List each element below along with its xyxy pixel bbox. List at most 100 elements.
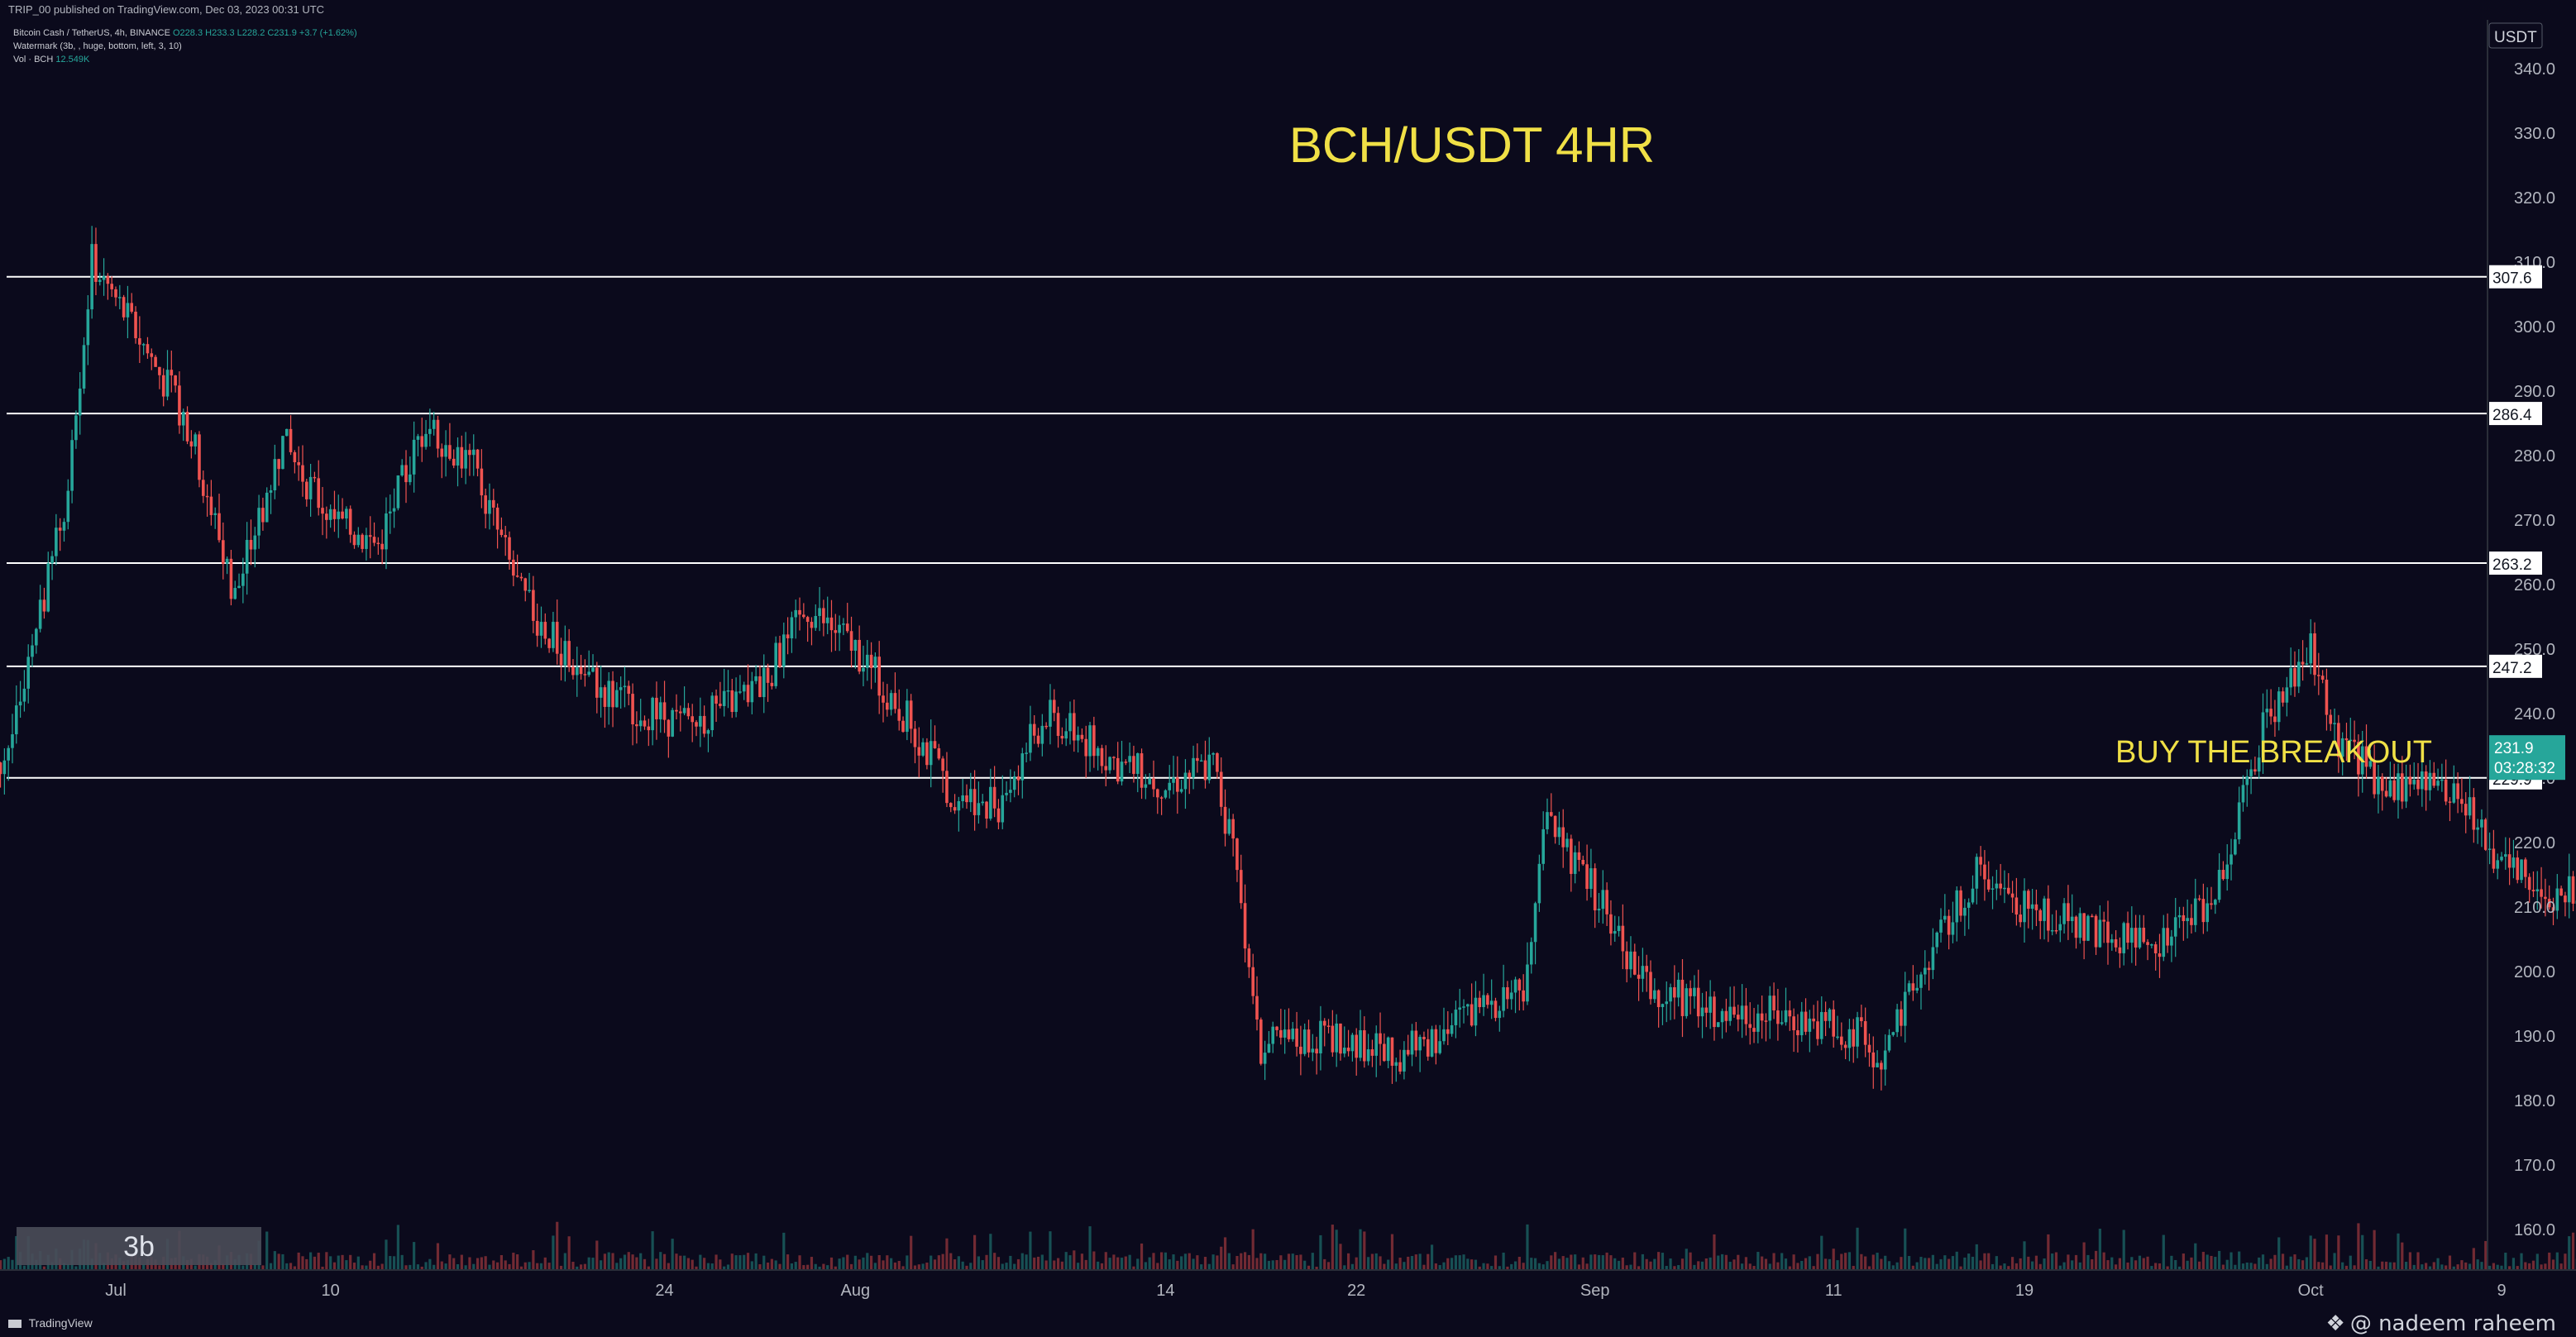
time-axis[interactable]: Jul1024Aug1422Sep1119Oct923Nov1321Dec111… xyxy=(0,1269,2576,1300)
candle-body xyxy=(1239,870,1243,904)
candle-body xyxy=(1959,890,1962,916)
volume-bar xyxy=(1533,1258,1537,1270)
volume-bar xyxy=(1689,1252,1692,1270)
volume-bar xyxy=(1665,1265,1668,1270)
candle-body xyxy=(1398,1062,1402,1072)
candle-body xyxy=(2206,903,2209,923)
volume-bar xyxy=(1319,1234,1322,1270)
candle-body xyxy=(74,415,78,441)
candle-body xyxy=(1919,974,1923,988)
volume-bar xyxy=(2432,1262,2435,1270)
currency-box[interactable] xyxy=(2488,22,2543,49)
publisher-bar: TRIP_00 published on TradingView.com, De… xyxy=(0,0,2576,20)
candle-body xyxy=(122,297,126,318)
candle-body xyxy=(158,366,161,375)
volume-bar xyxy=(409,1264,412,1270)
volume-bar xyxy=(2524,1262,2527,1270)
volume-bar xyxy=(1196,1255,1199,1270)
candle-body xyxy=(1020,753,1025,781)
volume-bar xyxy=(639,1253,643,1270)
legend-symbol-row[interactable]: Bitcoin Cash / TetherUS, 4h, BINANCE O22… xyxy=(13,26,357,40)
candle-body xyxy=(1148,778,1151,785)
volume-bar xyxy=(2368,1260,2372,1270)
candle-body xyxy=(1935,932,1939,948)
candle-body xyxy=(1219,771,1223,807)
candle-body xyxy=(623,685,627,688)
candle-body xyxy=(409,474,412,483)
volume-bar xyxy=(1427,1253,1430,1270)
candle-body xyxy=(18,701,22,706)
volume-bar xyxy=(2210,1255,2213,1270)
candle-body xyxy=(842,623,845,625)
volume-bar xyxy=(1383,1263,1386,1270)
current-price-tag[interactable] xyxy=(2489,735,2565,781)
volume-bar xyxy=(925,1262,929,1270)
candle-body xyxy=(662,702,667,720)
volume-bar xyxy=(2062,1262,2066,1270)
volume-bar xyxy=(714,1254,718,1270)
candle-body xyxy=(1044,725,1048,728)
volume-bar xyxy=(297,1252,300,1270)
volume-bar xyxy=(1907,1256,1911,1270)
volume-bar xyxy=(273,1251,276,1270)
volume-bar xyxy=(547,1263,551,1270)
volume-bar xyxy=(806,1264,810,1270)
candle-body xyxy=(2500,857,2503,861)
candle-body xyxy=(428,428,432,434)
candle-body xyxy=(253,535,257,550)
candle-body xyxy=(535,620,539,636)
candle-body xyxy=(1645,966,1649,972)
volume-bar xyxy=(1637,1266,1641,1270)
candle-body xyxy=(921,742,925,756)
candle-body xyxy=(853,639,858,651)
volume-bar xyxy=(786,1254,790,1270)
candle-body xyxy=(2448,801,2452,803)
candle-body xyxy=(953,807,957,811)
candle-body xyxy=(1939,919,1943,933)
candle-body xyxy=(1350,1034,1355,1052)
volume-bar xyxy=(1673,1266,1676,1270)
volume-bar xyxy=(886,1255,889,1270)
volume-bar xyxy=(906,1255,909,1270)
candle-body xyxy=(1963,907,1967,916)
candle-body xyxy=(392,508,396,512)
volume-bar xyxy=(1693,1264,1696,1270)
candle-body xyxy=(643,720,647,727)
volume-bar xyxy=(332,1262,337,1270)
volume-bar xyxy=(2177,1266,2182,1270)
tradingview-logo[interactable]: TradingView xyxy=(8,1316,93,1330)
volume-bar xyxy=(1756,1252,1760,1270)
candle-body xyxy=(766,667,770,683)
volume-bar xyxy=(1231,1264,1235,1270)
legend-volume-row[interactable]: Vol · BCH 12.549K xyxy=(13,53,357,66)
candle-body xyxy=(22,688,26,702)
volume-bar xyxy=(1343,1265,1346,1270)
volume-bar xyxy=(480,1257,483,1270)
volume-bar xyxy=(662,1253,667,1270)
candle-body xyxy=(356,534,361,546)
volume-bar xyxy=(810,1257,814,1270)
time-tick-label: 24 xyxy=(655,1282,673,1300)
price-chart[interactable]: BCH/USDT 4HR BUY THE BREAKOUT 3b 160.0 170.… xyxy=(0,0,2576,1310)
price-axis[interactable]: 160.0170.0180.0190.0200.0210.0220.0230.0… xyxy=(2487,20,2565,1270)
candle-body xyxy=(849,631,853,651)
candle-body xyxy=(869,654,873,668)
candle-body xyxy=(981,801,985,804)
candle-body xyxy=(245,539,249,574)
candle-body xyxy=(627,685,631,695)
candle-body xyxy=(651,697,654,731)
currency-label: USDT xyxy=(2494,29,2537,46)
volume-bar xyxy=(1510,1263,1513,1270)
candle-body xyxy=(579,666,583,675)
volume-bar xyxy=(2500,1265,2503,1270)
candle-body xyxy=(2400,773,2404,802)
candle-body xyxy=(305,481,308,499)
legend-watermark[interactable]: Watermark (3b, , huge, bottom, left, 3, … xyxy=(13,41,182,51)
candle-body xyxy=(1876,1062,1879,1067)
candle-body xyxy=(1482,995,1485,1008)
volume-bar xyxy=(1748,1263,1752,1270)
candle-body xyxy=(933,741,937,748)
candle-body xyxy=(134,311,137,339)
volume-bar xyxy=(1097,1261,1100,1270)
candle-body xyxy=(1486,995,1489,1005)
